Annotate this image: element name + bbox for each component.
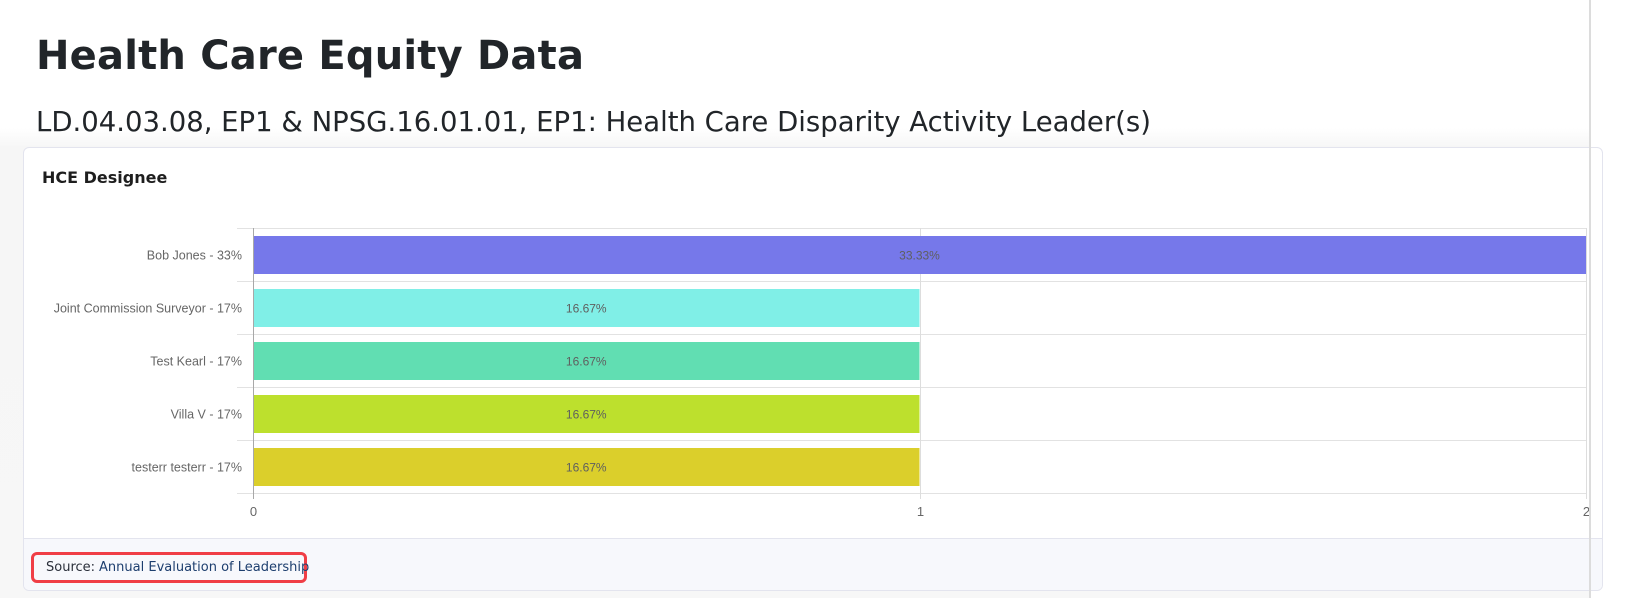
card-title: HCE Designee [42, 168, 168, 187]
bar-data-label: 16.67% [566, 461, 607, 475]
page-subtitle: LD.04.03.08, EP1 & NPSG.16.01.01, EP1: H… [36, 105, 1151, 138]
bar [254, 448, 920, 486]
scroll-container-edge [1589, 0, 1591, 598]
category-label: Bob Jones - 33% [147, 249, 242, 263]
bar-data-label: 33.33% [899, 249, 940, 263]
x-tick-label: 1 [917, 504, 924, 519]
x-tick-label: 2 [1583, 504, 1590, 519]
bar [254, 395, 920, 433]
category-label: testerr testerr - 17% [132, 461, 242, 475]
source-highlight-box: Source: Annual Evaluation of Leadership [31, 552, 310, 583]
source-link[interactable]: Annual Evaluation of Leadership [99, 560, 310, 575]
bar-data-label: 16.67% [566, 302, 607, 316]
page-title: Health Care Equity Data [36, 32, 585, 79]
bar-chart: 33.33% 16.67% 16.67% 16.67% 16.67% Bob Jones… [54, 228, 1590, 519]
bar [254, 236, 1586, 274]
category-label: Villa V - 17% [171, 408, 242, 422]
source-label: Source: [46, 560, 96, 575]
card-footer: Source: Annual Evaluation of Leadership [24, 538, 1602, 590]
tick-label-layer: 0 1 2 [250, 504, 1590, 519]
bar [254, 342, 920, 380]
bar-data-label: 16.67% [566, 408, 607, 422]
bar-layer: 33.33% 16.67% 16.67% 16.67% 16.67% [254, 236, 1586, 486]
chart-card: HCE Designee 33.33% 16.67% 16.67% 16.67% 16.… [23, 147, 1603, 591]
bar [254, 289, 920, 327]
grid-layer [237, 228, 1587, 499]
bar-data-label: 16.67% [566, 355, 607, 369]
category-label-layer: Bob Jones - 33% Joint Commission Surveyor… [54, 249, 242, 475]
x-tick-label: 0 [250, 504, 257, 519]
category-label: Test Kearl - 17% [150, 355, 242, 369]
category-label: Joint Commission Surveyor - 17% [54, 302, 242, 316]
